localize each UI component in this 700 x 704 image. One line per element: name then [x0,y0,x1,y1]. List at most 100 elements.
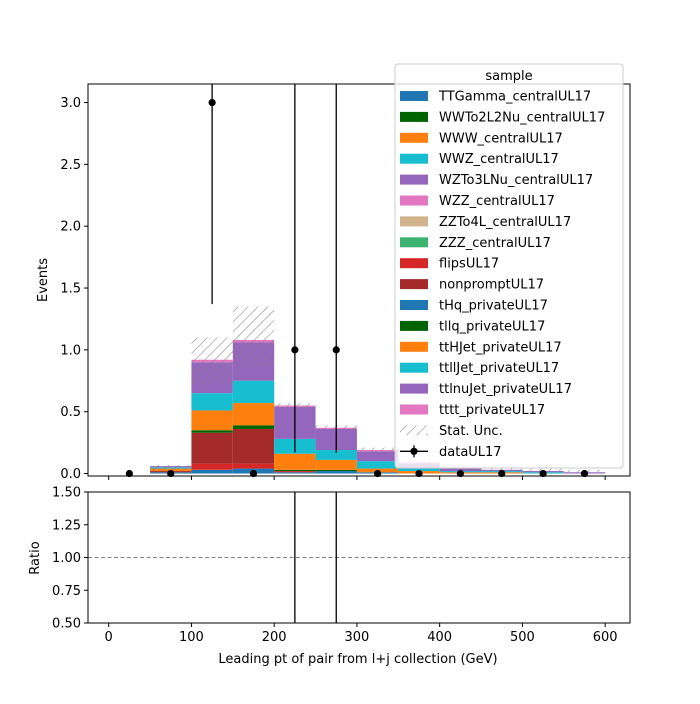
legend-swatch [400,383,428,394]
data-point-4 [291,346,299,354]
bar-ttHJet_privateUL17-bin-5 [315,459,357,470]
legend-swatch [400,195,428,206]
legend-swatch [400,216,428,227]
bar-ttlnuJet_privateUL17-bin-6 [356,451,399,462]
bar-flipsUL17-bin-2 [191,463,233,470]
x-tick-label: 0 [105,630,113,645]
data-point-0 [125,469,133,478]
data-point-10 [539,469,547,478]
bar-ttllJet_privateUL17-bin-3 [232,380,275,404]
main-y-tick-label: 1.0 [60,343,81,358]
legend-marker-point [410,447,418,455]
main-y-tick-label: 0.0 [60,467,81,482]
stat-unc-bin-3 [232,306,275,365]
x-tick-label: 200 [262,630,287,645]
bar-ttlnuJet_privateUL17-bin-8 [439,468,482,472]
bar-nonpromptUL17-bin-2 [191,432,233,464]
bar-ttHJet_privateUL17-bin-2 [191,410,233,431]
legend-label: Stat. Unc. [439,424,503,439]
main-y-tick-label: 0.5 [60,405,81,420]
bar-tllq_privateUL17-bin-3 [232,425,275,430]
stat-unc-bin-9 [481,467,523,470]
legend-swatch [400,279,428,290]
data-point-8 [456,469,464,478]
ratio-x-ticks: 0 100 200 300 400 500 600 [105,623,618,645]
bar-nonpromptUL17-bin-3 [232,429,275,464]
data-points [125,84,589,478]
legend-label: WWW_centralUL17 [439,131,563,146]
stat-unc-bin-2 [191,337,233,385]
legend-label: ZZTo4L_centralUL17 [439,215,571,230]
legend-label: tttt_privateUL17 [439,403,545,418]
data-point-9 [498,469,506,478]
legend-label: WZZ_centralUL17 [439,194,555,209]
legend-label: TTGamma_centralUL17 [438,90,591,105]
legend-label: tHq_privateUL17 [439,299,548,314]
data-point-3 [249,469,258,478]
bar-TTGamma_centralUL17-bin-4 [274,472,316,474]
legend-label: WWTo2L2Nu_centralUL17 [439,110,605,125]
ratio-y-tick-label: 1.50 [52,486,81,501]
data-point-6 [374,469,382,478]
stat-unc-bin-1 [150,464,192,472]
bar-flipsUL17-bin-3 [232,463,275,469]
legend-swatch [400,174,428,185]
bar-tllq_privateUL17-bin-4 [274,469,316,472]
legend-label: ttHJet_privateUL17 [439,340,562,355]
legend-swatch [400,237,428,248]
x-tick-label: 100 [179,630,204,645]
legend-label: ttlnuJet_privateUL17 [439,382,572,397]
legend-label: dataUL17 [439,445,502,460]
data-point-11 [580,469,589,478]
data-point-1 [167,469,175,478]
legend-swatch [400,341,428,352]
ratio-y-tick-label: 0.50 [52,617,81,632]
legend-swatch [400,404,428,415]
stat-unc-bin-6 [356,447,399,452]
x-tick-label: 400 [427,630,452,645]
data-point-7 [415,469,423,478]
ratio-y-tick-label: 1.00 [52,551,81,566]
bar-ttllJet_privateUL17-bin-6 [356,461,399,469]
legend-label: WWZ_centralUL17 [439,152,559,167]
bar-ttllJet_privateUL17-bin-5 [315,450,357,460]
x-axis-label: Leading pt of pair from l+j collection (… [218,652,497,667]
bar-ttHJet_privateUL17-bin-3 [232,403,275,426]
legend-label: tllq_privateUL17 [439,319,545,334]
legend-label: flipsUL17 [439,257,499,272]
legend-swatch [400,91,428,101]
legend-label: WZTo3LNu_centralUL17 [439,173,593,188]
main-y-tick-label: 1.5 [60,282,81,297]
legend-box [394,63,624,469]
x-tick-label: 500 [510,630,535,645]
bar-tllq_privateUL17-bin-5 [315,469,357,472]
bar-tllq_privateUL17-bin-2 [191,430,233,433]
bar-ttHJet_privateUL17-bin-4 [274,453,316,470]
legend-label: ttllJet_privateUL17 [439,361,559,376]
data-point-5 [332,346,340,354]
bar-ttllJet_privateUL17-bin-2 [191,393,233,411]
legend-label: nonpromptUL17 [439,278,544,293]
legend-swatch [400,300,428,310]
ratio-y-ticks: 0.50 0.75 1.00 1.25 1.50 [52,486,88,632]
bar-flipsUL17-bin-4 [274,471,316,473]
legend-title: sample [485,69,532,84]
x-tick-label: 600 [593,630,618,645]
ratio-y-label: Ratio [28,541,43,574]
legend-swatch-hatch [400,425,428,436]
x-tick-label: 300 [345,630,370,645]
legend-swatch [400,153,428,164]
main-frame [87,83,631,477]
legend-label: ZZZ_centralUL17 [439,236,551,251]
legend-swatch [400,132,428,143]
main-y-tick-label: 2.0 [60,220,81,235]
main-x-ticks [108,476,606,480]
legend-swatch [400,362,428,373]
main-y-label: Events [36,258,51,302]
bar-TTGamma_centralUL17-bin-2 [191,469,233,474]
main-y-tick-label: 2.5 [60,158,81,173]
ratio-y-tick-label: 0.75 [52,584,81,599]
data-point-2 [208,98,216,107]
ratio-y-tick-label: 1.25 [52,518,81,533]
